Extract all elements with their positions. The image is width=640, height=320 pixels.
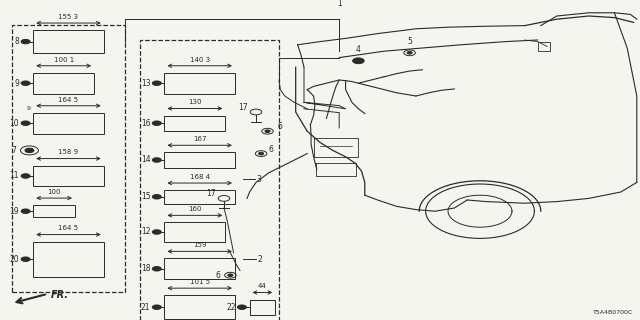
Text: 11: 11 — [10, 172, 19, 180]
Bar — [33, 205, 75, 217]
Bar — [164, 222, 225, 242]
Text: 6: 6 — [216, 271, 221, 280]
Text: 16: 16 — [141, 119, 150, 128]
Circle shape — [152, 158, 161, 162]
Circle shape — [353, 58, 364, 64]
Text: 12: 12 — [141, 228, 150, 236]
Circle shape — [259, 152, 264, 155]
Bar — [33, 30, 104, 53]
Text: 9: 9 — [27, 106, 31, 111]
Text: 164 5: 164 5 — [58, 97, 79, 102]
Text: 164 5: 164 5 — [58, 225, 79, 231]
Text: 7: 7 — [12, 146, 17, 155]
Circle shape — [21, 209, 30, 213]
Text: 10: 10 — [10, 119, 19, 128]
Text: 159: 159 — [193, 242, 206, 248]
Circle shape — [152, 195, 161, 199]
Circle shape — [21, 257, 30, 261]
Text: T5A4B0700C: T5A4B0700C — [593, 310, 634, 315]
Text: 5: 5 — [407, 37, 412, 46]
Text: 140 3: 140 3 — [189, 57, 210, 63]
Circle shape — [152, 230, 161, 234]
Text: 22: 22 — [226, 303, 236, 312]
Text: 17: 17 — [239, 103, 248, 112]
Text: 20: 20 — [10, 255, 19, 264]
Text: 160: 160 — [188, 206, 202, 212]
Bar — [250, 300, 275, 315]
Circle shape — [237, 305, 246, 309]
Circle shape — [21, 174, 30, 178]
Text: 2: 2 — [257, 255, 262, 264]
Text: 13: 13 — [141, 79, 150, 88]
Circle shape — [152, 121, 161, 125]
Bar — [33, 166, 104, 186]
Bar — [164, 259, 235, 279]
Text: 167: 167 — [193, 136, 207, 142]
Text: 8: 8 — [15, 37, 19, 46]
Circle shape — [152, 81, 161, 85]
Bar — [33, 242, 104, 277]
Text: 18: 18 — [141, 264, 150, 273]
Bar — [33, 113, 104, 134]
Circle shape — [152, 267, 161, 271]
Bar — [140, 40, 279, 320]
Circle shape — [25, 148, 34, 153]
Text: 130: 130 — [188, 99, 202, 105]
Text: 14: 14 — [141, 156, 150, 164]
Text: 15: 15 — [141, 192, 150, 201]
Bar — [164, 190, 235, 204]
Text: 17: 17 — [207, 189, 216, 198]
Circle shape — [21, 39, 30, 44]
Text: 168 4: 168 4 — [189, 174, 210, 180]
Circle shape — [21, 121, 30, 125]
Circle shape — [228, 274, 233, 276]
Circle shape — [21, 81, 30, 85]
Text: 4: 4 — [356, 45, 361, 54]
Text: FR.: FR. — [51, 290, 69, 300]
Bar — [33, 73, 94, 93]
Text: 3: 3 — [256, 175, 261, 184]
Text: 101 5: 101 5 — [189, 279, 210, 285]
Text: 100 1: 100 1 — [54, 57, 74, 63]
Text: 9: 9 — [14, 79, 19, 88]
Bar — [164, 295, 235, 319]
Text: 1: 1 — [337, 0, 342, 8]
Text: 6: 6 — [277, 122, 282, 131]
Text: 19: 19 — [10, 207, 19, 216]
Circle shape — [152, 305, 161, 309]
Bar — [12, 25, 125, 292]
Text: 21: 21 — [141, 303, 150, 312]
Text: 100: 100 — [47, 189, 61, 195]
Bar — [164, 152, 235, 168]
Text: 158 9: 158 9 — [58, 149, 79, 155]
Circle shape — [407, 52, 412, 54]
Bar — [164, 116, 225, 131]
Circle shape — [265, 130, 270, 132]
Text: 44: 44 — [258, 283, 267, 289]
Text: 6: 6 — [269, 145, 274, 154]
Bar — [164, 73, 235, 93]
Text: 155 3: 155 3 — [58, 14, 79, 20]
